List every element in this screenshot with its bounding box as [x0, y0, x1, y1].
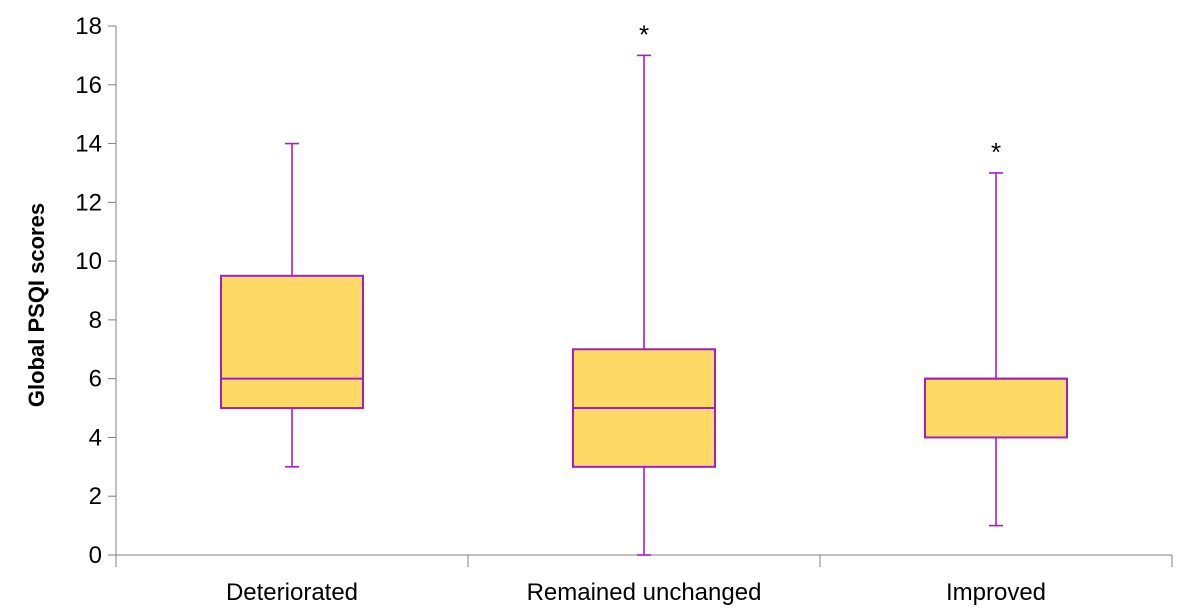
y-tick-label: 4 — [89, 424, 102, 451]
y-tick-label: 18 — [75, 13, 102, 40]
box-iqr — [924, 377, 1068, 439]
box-iqr — [220, 274, 364, 410]
y-axis-label: Global PSQI scores — [24, 203, 49, 407]
significance-marker: * — [991, 137, 1001, 167]
box-group: * — [572, 19, 716, 556]
category-label: Deteriorated — [226, 579, 358, 606]
significance-marker: * — [639, 19, 649, 49]
y-tick-label: 14 — [75, 131, 102, 158]
y-tick-label: 16 — [75, 72, 102, 99]
y-axis-ticks: 0 2 4 6 8 10 12 14 16 18 — [75, 13, 116, 569]
category-labels: Deteriorated Remained unchanged Improved — [226, 579, 1046, 606]
y-tick-label: 8 — [89, 307, 102, 334]
y-tick-label: 12 — [75, 189, 102, 216]
y-tick-label: 2 — [89, 483, 102, 510]
box-series: ** — [220, 19, 1068, 556]
y-tick-label: 10 — [75, 248, 102, 275]
y-tick-label: 6 — [89, 366, 102, 393]
box-group: * — [924, 137, 1068, 527]
category-label: Remained unchanged — [527, 579, 762, 606]
y-tick-label: 0 — [89, 542, 102, 569]
category-label: Improved — [946, 579, 1046, 606]
box-group — [220, 142, 364, 468]
